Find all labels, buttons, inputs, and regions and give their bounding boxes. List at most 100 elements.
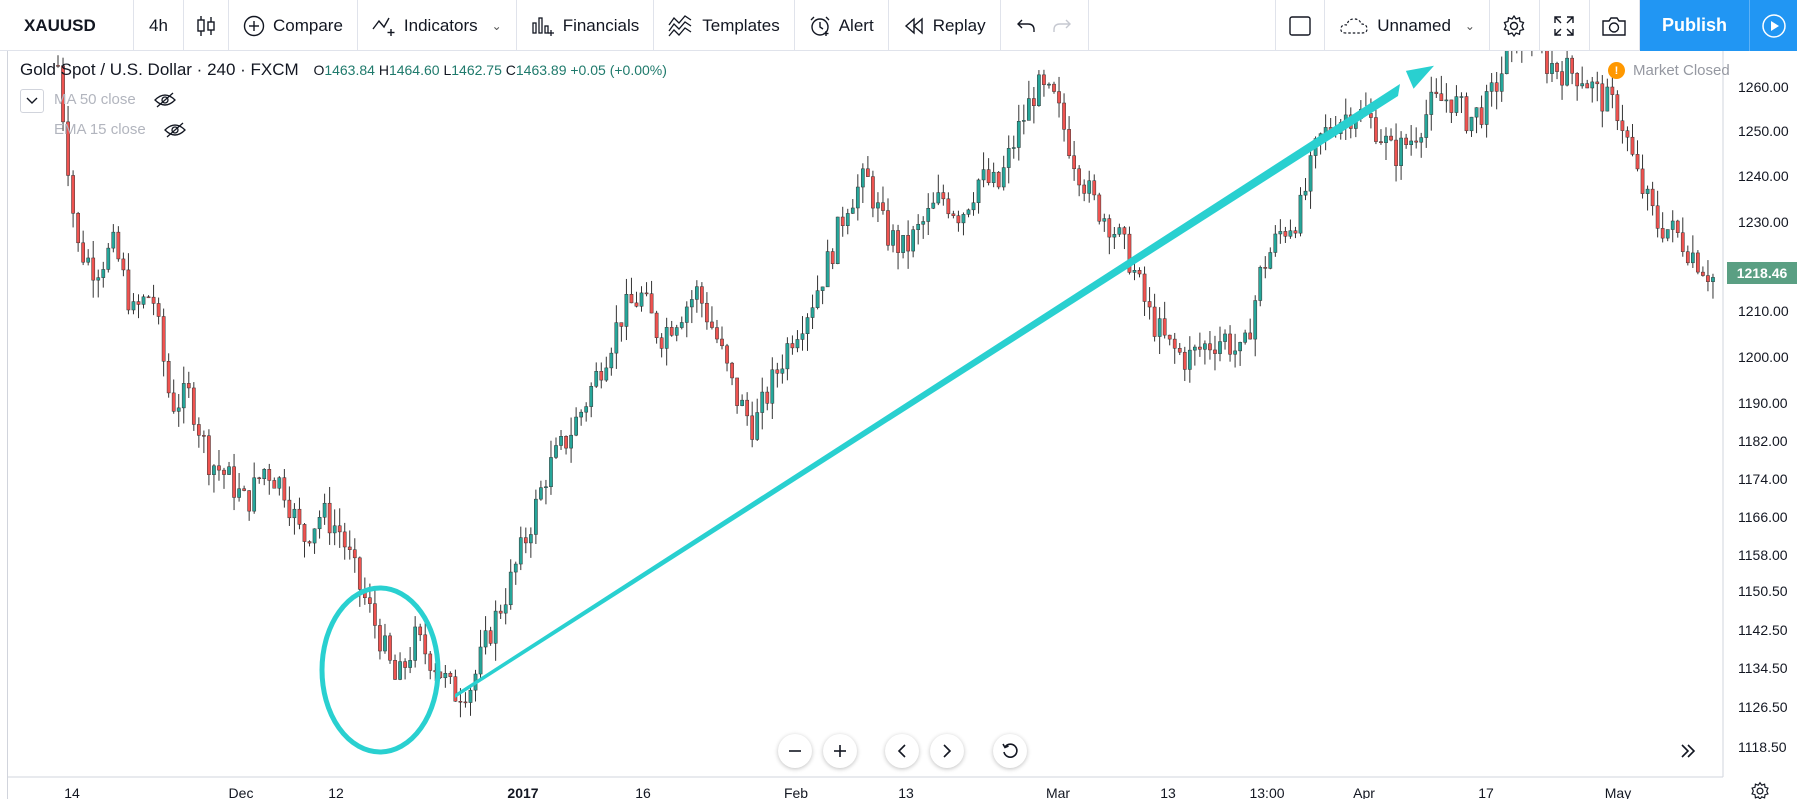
indicator-ma50[interactable]: MA 50 close (54, 91, 176, 108)
candle-body (111, 231, 116, 249)
interval-button[interactable]: 4h (134, 0, 184, 51)
candle-body (1187, 349, 1192, 370)
candle-body (1032, 98, 1036, 106)
candle-body (1545, 51, 1549, 74)
publish-idea-play-button[interactable] (1750, 0, 1797, 51)
eye-crossed-icon[interactable] (153, 92, 176, 108)
candle-body (1177, 348, 1182, 353)
chevron-right-icon (943, 744, 952, 758)
candle-body (1142, 273, 1147, 302)
candle-body (700, 286, 704, 304)
candle-body (1384, 135, 1388, 144)
financials-button[interactable]: Financials (517, 0, 655, 51)
undo-redo-group (1001, 0, 1089, 51)
candle-body (559, 436, 563, 446)
scroll-to-realtime-button[interactable] (1671, 734, 1705, 768)
candle-body (1087, 180, 1092, 194)
settings-button[interactable] (1490, 0, 1540, 51)
candle-body (1203, 343, 1207, 350)
candle-body (1379, 141, 1383, 144)
axis-settings-gear-icon[interactable] (1750, 781, 1770, 799)
candle-body (679, 322, 684, 328)
candle-body (1399, 137, 1403, 166)
templates-button[interactable]: Templates (654, 0, 795, 51)
snapshot-button[interactable] (1590, 0, 1640, 51)
candle-body (715, 327, 719, 340)
annotation-arrow-head (1405, 65, 1435, 89)
layout-name-button[interactable]: Unnamed ⌄ (1325, 0, 1490, 51)
publish-button[interactable]: Publish (1639, 0, 1750, 51)
candle-body (1208, 343, 1212, 351)
candle-body (191, 387, 196, 425)
candle-body (574, 416, 578, 436)
fullscreen-button[interactable] (1540, 0, 1590, 51)
candle-body (257, 477, 262, 480)
candle-body (76, 213, 80, 244)
open-value: 1463.84 (324, 62, 375, 78)
candle-body (342, 531, 347, 548)
scroll-right-button[interactable] (930, 734, 964, 768)
candle-body (302, 524, 307, 542)
fullscreen-layout-button[interactable] (1275, 0, 1326, 51)
candle-body (1298, 194, 1303, 234)
legend-collapse-button[interactable] (20, 89, 44, 113)
candle-body (1273, 233, 1278, 253)
compare-button[interactable]: Compare (229, 0, 358, 51)
candle-body (629, 294, 634, 304)
candle-body (966, 209, 971, 215)
candle-body (242, 488, 246, 491)
reset-chart-button[interactable] (993, 734, 1027, 768)
market-status[interactable]: ! Market Closed (1608, 62, 1730, 79)
chart-type-button[interactable] (184, 0, 229, 51)
candle-body (946, 198, 951, 215)
candle-body (1127, 233, 1132, 273)
price-tick-label: 1118.50 (1738, 739, 1787, 755)
price-chart[interactable] (0, 51, 1797, 799)
candle-body (1595, 81, 1600, 85)
replay-button[interactable]: Replay (889, 0, 1001, 51)
candle-body (1706, 275, 1710, 282)
indicator-ma50-label: MA 50 close (54, 91, 136, 108)
candle-body (1192, 346, 1197, 351)
candle-body (866, 168, 870, 177)
candle-body (498, 610, 503, 614)
candle-body (1404, 137, 1408, 145)
current-price-label: 1218.46 (1727, 262, 1797, 284)
time-tick-label: 13 (898, 785, 914, 799)
candle-body (991, 171, 996, 183)
close-value: 1463.89 (515, 62, 567, 78)
candle-body (373, 603, 377, 626)
candle-body (871, 176, 875, 209)
eye-crossed-icon[interactable] (163, 122, 186, 138)
expand-icon (1554, 15, 1575, 36)
candle-body (1077, 168, 1082, 186)
candle-body (378, 625, 382, 652)
candle-body (1429, 91, 1434, 115)
zoom-in-button[interactable] (823, 734, 857, 768)
candle-body (131, 301, 136, 311)
price-tick-label: 1210.00 (1738, 303, 1789, 319)
time-tick-label: 16 (635, 785, 651, 799)
redo-icon[interactable] (1052, 18, 1072, 34)
candle-body (388, 635, 392, 661)
scroll-left-button[interactable] (885, 734, 919, 768)
undo-icon[interactable] (1016, 18, 1036, 34)
zoom-out-button[interactable] (778, 734, 812, 768)
symbol-search[interactable]: XAUUSD (0, 0, 134, 51)
candle-body (428, 653, 433, 671)
candle-body (539, 487, 543, 500)
chart-area[interactable] (0, 51, 1797, 799)
alert-button[interactable]: Alert (795, 0, 889, 51)
indicator-ema15[interactable]: EMA 15 close (54, 121, 186, 138)
candle-body (493, 610, 498, 644)
candle-body (1293, 230, 1298, 234)
candle-body (483, 630, 488, 648)
candle-body (886, 210, 890, 246)
candle-body (146, 296, 151, 299)
candle-body (1228, 333, 1232, 355)
minus-icon (789, 750, 801, 752)
candle-body (277, 477, 282, 489)
templates-label: Templates (702, 15, 780, 35)
indicators-button[interactable]: Indicators ⌄ (358, 0, 517, 51)
toolbar-spacer (1089, 0, 1276, 50)
